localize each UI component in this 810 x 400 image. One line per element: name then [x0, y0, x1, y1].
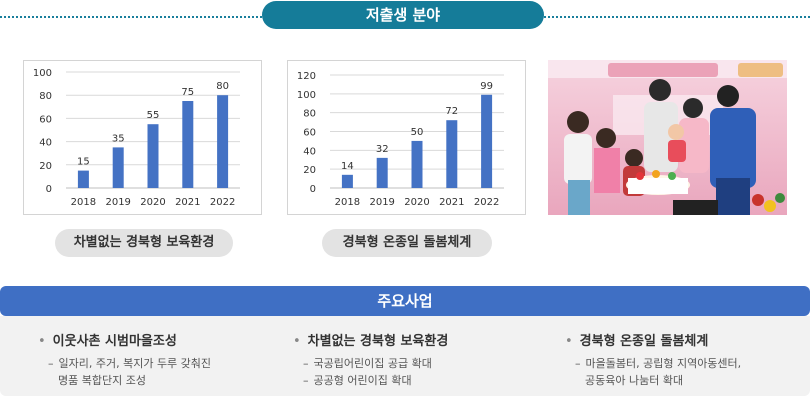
dash-icon: – [303, 357, 309, 370]
bar [182, 101, 194, 188]
y-tick-label: 0 [310, 184, 316, 195]
business-item-title: 이웃사촌 시범마을조성 [52, 334, 177, 349]
data-label: 15 [77, 157, 90, 168]
data-label: 35 [112, 133, 125, 144]
business-item: • 차별없는 경북형 보육환경 – 국공립어린이집 공급 확대 – 공공형 어린이집 … [293, 330, 448, 389]
y-tick-label: 20 [39, 161, 52, 172]
bar [411, 140, 423, 188]
photo-illustration-icon [548, 60, 787, 215]
data-label: 75 [181, 87, 194, 98]
chart-childcare-svg: 0 20 40 60 80 100 15 2018 35 2019 55 2020 75 2021 80 20… [33, 68, 240, 208]
y-tick-label: 40 [303, 146, 316, 157]
caption-allday-care: 경북형 온종일 돌봄체계 [322, 229, 492, 257]
bar [217, 95, 229, 188]
x-tick-label: 2019 [105, 197, 130, 208]
y-tick-label: 100 [297, 90, 316, 101]
y-tick-label: 80 [303, 109, 316, 120]
data-label: 50 [411, 127, 424, 138]
x-tick-label: 2018 [71, 197, 96, 208]
x-tick-label: 2021 [439, 197, 464, 208]
bar [481, 94, 493, 188]
x-tick-label: 2019 [369, 197, 394, 208]
y-tick-label: 40 [39, 138, 52, 149]
x-tick-label: 2022 [474, 197, 499, 208]
header-dotted-line-left [0, 16, 262, 18]
data-label: 80 [216, 81, 229, 92]
bar [341, 174, 353, 188]
y-tick-label: 120 [297, 71, 316, 82]
business-item-detail: 공동육아 나눔터 확대 [585, 374, 684, 387]
x-tick-label: 2020 [404, 197, 429, 208]
business-item-detail: 마을돌봄터, 공립형 지역아동센터, [585, 357, 742, 370]
x-tick-label: 2022 [210, 197, 235, 208]
bullet-icon: • [38, 334, 46, 349]
chart-allday-care-svg: 0 20 40 60 80 100 120 14 2018 32 2019 50 2020 72 2021 9… [297, 71, 504, 208]
chart-allday-care: 0 20 40 60 80 100 120 14 2018 32 2019 50 2020 72 2021 9… [287, 60, 526, 215]
business-item-title: 경북형 온종일 돌봄체계 [579, 334, 709, 349]
bullet-icon: • [565, 334, 573, 349]
bar [112, 147, 124, 188]
y-tick-label: 100 [33, 68, 52, 79]
family-event-photo [548, 60, 787, 215]
bar [446, 120, 458, 188]
business-item-title: 차별없는 경북형 보육환경 [307, 334, 449, 349]
main-business-banner: 주요사업 [0, 286, 810, 316]
business-item-detail: 공공형 어린이집 확대 [313, 374, 412, 387]
section-title: 저출생 분야 [262, 1, 544, 29]
data-label: 55 [147, 110, 160, 121]
business-item-detail: 일자리, 주거, 복지가 두루 갖춰진 [58, 357, 212, 370]
dash-icon: – [48, 357, 54, 370]
y-tick-label: 20 [303, 165, 316, 176]
data-label: 72 [445, 106, 458, 117]
x-tick-label: 2020 [140, 197, 165, 208]
bar [376, 157, 388, 188]
bullet-icon: • [293, 334, 301, 349]
dash-icon: – [303, 374, 309, 387]
business-item: • 이웃사촌 시범마을조성 – 일자리, 주거, 복지가 두루 갖춰진 명품 복합단… [38, 330, 211, 389]
dash-icon: – [575, 357, 581, 370]
business-item-detail: 명품 복합단지 조성 [58, 374, 146, 387]
y-tick-label: 60 [303, 128, 316, 139]
bar [147, 124, 159, 188]
x-tick-label: 2018 [335, 197, 360, 208]
x-tick-label: 2021 [175, 197, 200, 208]
header-dotted-line-right [544, 16, 810, 18]
bar [77, 170, 89, 188]
business-item: • 경북형 온종일 돌봄체계 – 마을돌봄터, 공립형 지역아동센터, 공동육아 나… [565, 330, 741, 389]
data-label: 32 [376, 144, 389, 155]
data-label: 99 [480, 81, 493, 92]
main-business-panel: • 이웃사촌 시범마을조성 – 일자리, 주거, 복지가 두루 갖춰진 명품 복합단… [0, 316, 810, 396]
caption-childcare: 차별없는 경북형 보육환경 [55, 229, 233, 257]
y-tick-label: 80 [39, 91, 52, 102]
y-tick-label: 60 [39, 114, 52, 125]
chart-childcare: 0 20 40 60 80 100 15 2018 35 2019 55 2020 75 2021 80 20… [23, 60, 262, 215]
y-tick-label: 0 [46, 184, 52, 195]
data-label: 14 [341, 161, 354, 172]
business-item-detail: 국공립어린이집 공급 확대 [313, 357, 432, 370]
